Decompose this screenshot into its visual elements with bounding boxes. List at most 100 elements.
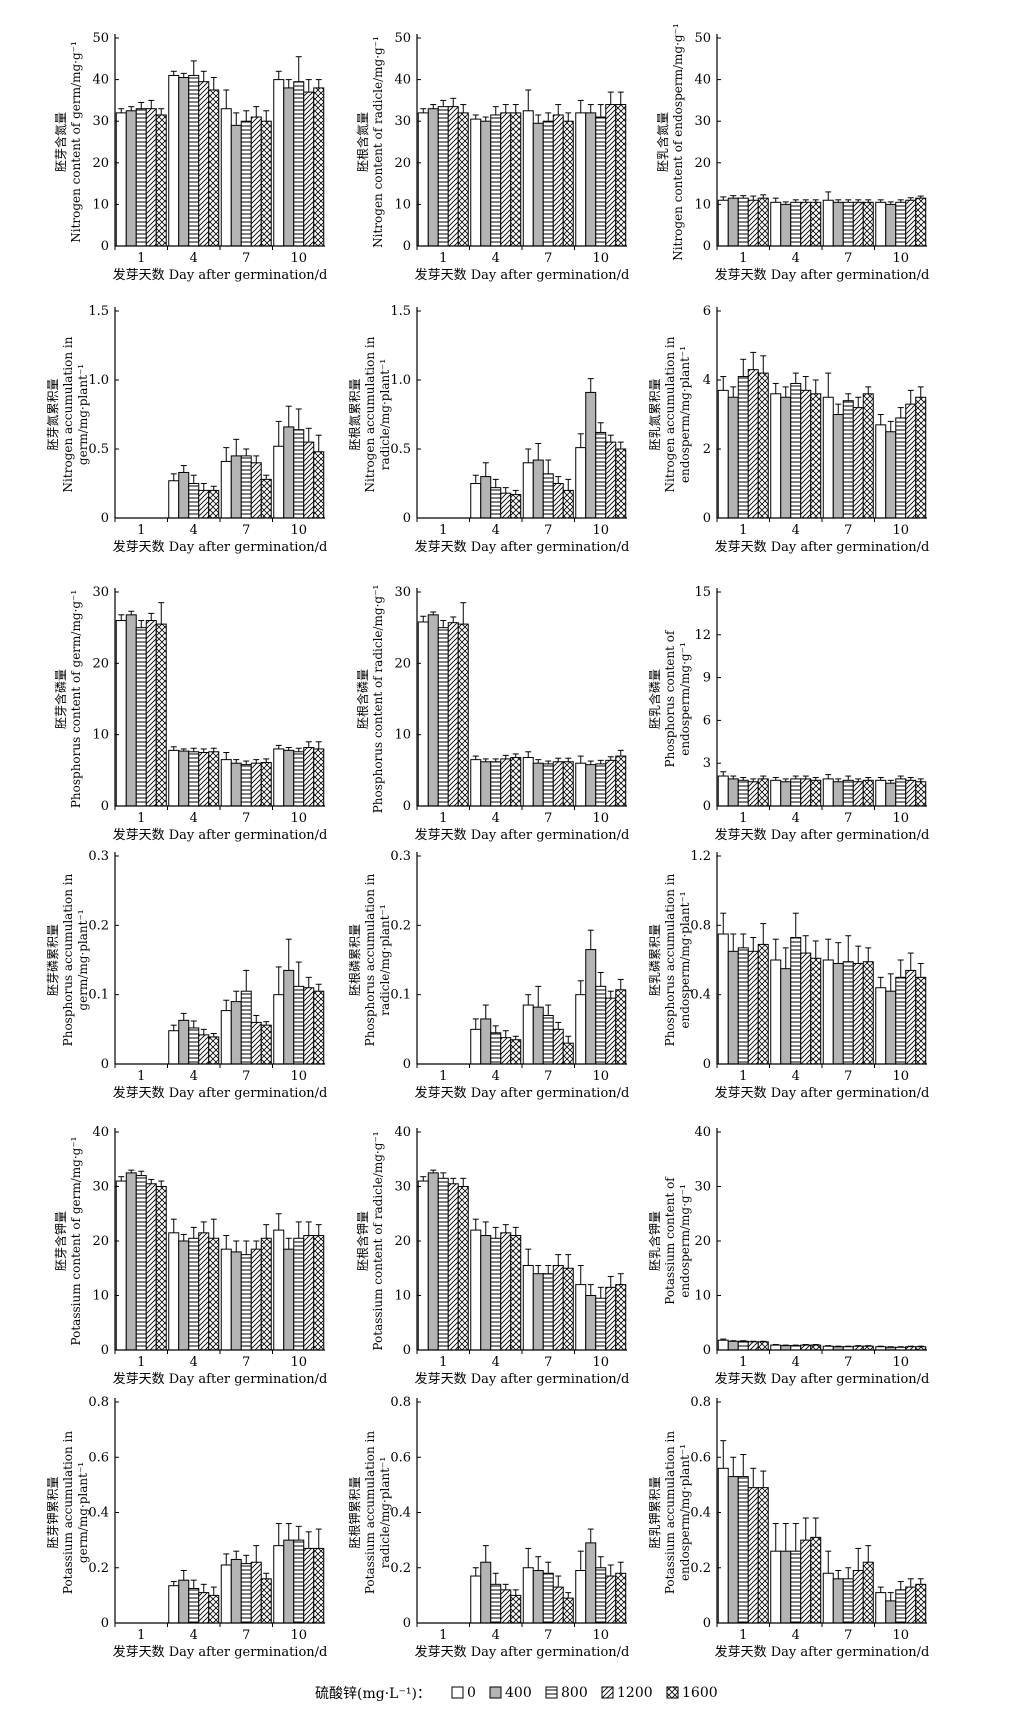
bar — [135, 627, 147, 807]
y-axis-title: Phosphorus accumulation in — [363, 873, 377, 1046]
y-axis-title: Potassium content of — [663, 1176, 677, 1305]
y-tick-label: 20 — [394, 156, 411, 171]
legend-swatch — [666, 1686, 679, 1699]
bar — [885, 782, 897, 807]
y-tick-label: 1.0 — [390, 373, 411, 388]
y-tick-label: 20 — [92, 1234, 109, 1249]
bar — [862, 961, 874, 1065]
bar — [522, 1004, 534, 1065]
bar — [895, 201, 907, 247]
x-tick-label: 7 — [242, 251, 250, 266]
bar — [757, 372, 769, 519]
bar — [605, 997, 617, 1065]
bar — [915, 976, 927, 1065]
y-tick-label: 30 — [394, 1180, 411, 1195]
x-tick-label: 7 — [844, 251, 852, 266]
bar — [552, 1586, 564, 1624]
bar — [810, 779, 822, 807]
legend-label: 硫酸锌(mg·L⁻¹)： — [315, 1686, 431, 1702]
bar — [737, 1476, 749, 1624]
x-tick-label: 1 — [739, 1628, 747, 1643]
chart-panel: 1 4 7 10 0 10 20 30 40 50 发芽天数 Day after germinati… — [53, 31, 327, 283]
bar — [260, 478, 272, 519]
bar — [283, 969, 295, 1065]
y-tick-label: 0 — [101, 1057, 109, 1072]
bar — [500, 758, 512, 807]
y-tick-label: 0 — [703, 799, 711, 814]
bar — [532, 762, 544, 807]
y-axis-title: Potassium accumulation in — [61, 1431, 75, 1595]
y-tick-label: 30 — [394, 114, 411, 129]
legend-swatch — [451, 1686, 464, 1699]
x-tick-label: 4 — [792, 1628, 800, 1643]
x-tick-label: 1 — [439, 811, 447, 826]
bar — [542, 120, 554, 247]
bar — [747, 369, 759, 519]
bar — [717, 389, 729, 519]
bar — [125, 1172, 137, 1351]
chart-panel: 1 4 7 10 0 10 20 30 40 发芽天数 Day after germination… — [355, 1125, 629, 1387]
y-tick-label: 30 — [394, 585, 411, 600]
x-axis-title: 发芽天数 Day after germination/d — [415, 1371, 630, 1387]
y-tick-label: 10 — [394, 1289, 411, 1304]
y-tick-label: 20 — [694, 156, 711, 171]
bar — [457, 623, 469, 807]
y-axis-title: Nitrogen accumulation in — [363, 336, 377, 492]
bar — [198, 752, 210, 807]
chart-panel: 1 4 7 10 0 10 20 30 40 发芽天数 Day after germination… — [647, 1125, 929, 1387]
y-tick-label: 0.2 — [88, 918, 109, 933]
bar — [862, 201, 874, 247]
x-tick-label: 7 — [242, 811, 250, 826]
x-tick-label: 4 — [190, 1069, 198, 1084]
y-tick-label: 0.1 — [390, 988, 411, 1003]
bar — [757, 197, 769, 247]
bar — [800, 778, 812, 807]
bar — [230, 124, 242, 247]
y-tick-label: 10 — [694, 1289, 711, 1304]
bar — [770, 201, 782, 247]
bar — [747, 950, 759, 1065]
bar — [417, 112, 429, 247]
bar — [595, 1297, 607, 1351]
x-tick-label: 4 — [190, 251, 198, 266]
bar — [188, 1027, 200, 1065]
bar — [250, 1021, 262, 1065]
y-axis-title: endosperm/mg·g⁻¹ — [678, 642, 692, 756]
y-tick-label: 40 — [394, 73, 411, 88]
bar — [490, 1032, 502, 1065]
bar — [562, 1042, 574, 1065]
y-tick-label: 0.3 — [390, 849, 411, 864]
bar — [168, 749, 180, 807]
bar — [470, 483, 482, 519]
y-tick-label: 50 — [92, 31, 109, 46]
bar — [595, 1567, 607, 1624]
bar — [757, 1487, 769, 1624]
x-tick-label: 10 — [592, 1069, 609, 1084]
y-tick-label: 0.2 — [390, 918, 411, 933]
y-tick-label: 10 — [92, 728, 109, 743]
x-tick-label: 4 — [492, 1355, 500, 1370]
bar — [208, 1036, 220, 1065]
bar — [480, 476, 492, 519]
y-tick-label: 0 — [703, 1057, 711, 1072]
bar — [562, 761, 574, 807]
bar — [303, 1235, 315, 1351]
y-tick-label: 4 — [703, 373, 711, 388]
bar — [800, 1539, 812, 1624]
y-tick-label: 0.6 — [390, 1450, 411, 1465]
x-tick-label: 10 — [592, 251, 609, 266]
bar — [542, 1014, 554, 1065]
x-tick-label: 7 — [544, 523, 552, 538]
y-tick-label: 20 — [92, 656, 109, 671]
bar — [832, 201, 844, 247]
bar — [842, 400, 854, 519]
bar — [810, 1344, 822, 1351]
bar — [885, 431, 897, 519]
bar — [552, 761, 564, 807]
y-axis-title-cn: 胚芽钾累积量 — [46, 1476, 60, 1548]
bar — [480, 120, 492, 247]
bar — [260, 120, 272, 247]
bar — [895, 417, 907, 519]
bar — [283, 426, 295, 519]
